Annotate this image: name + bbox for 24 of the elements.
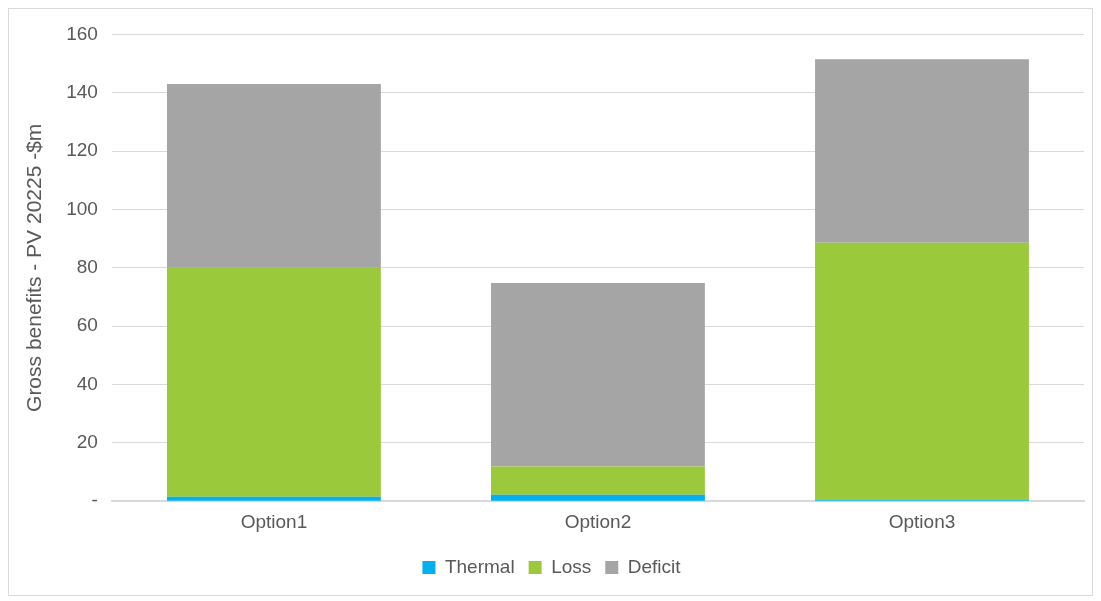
bar (815, 242, 1029, 500)
legend-label: Loss (551, 555, 592, 577)
y-tick-label: 160 (66, 22, 98, 44)
bar (166, 267, 381, 497)
y-tick-label: - (91, 489, 98, 511)
y-tick-label: 40 (76, 372, 98, 394)
bar (166, 496, 381, 501)
x-tick-label: Option2 (564, 510, 632, 532)
y-tick-label: 100 (66, 197, 98, 219)
y-tick-label: 120 (66, 139, 98, 161)
legend-label: Deficit (627, 555, 682, 577)
bar (166, 84, 381, 268)
x-tick-label: Option3 (888, 510, 956, 532)
x-tick-label: Option1 (240, 510, 308, 532)
bar (491, 494, 705, 501)
bar (491, 466, 705, 495)
y-axis-title: Gross benefits - PV 20225 -$m (22, 123, 46, 412)
y-tick-label: 80 (76, 256, 98, 278)
y-tick-label: 20 (76, 431, 98, 453)
bar (815, 59, 1029, 243)
y-tick-label: 140 (66, 80, 98, 102)
legend-label: Thermal (444, 555, 515, 577)
y-tick-label: 60 (76, 314, 98, 336)
bar (491, 282, 705, 467)
